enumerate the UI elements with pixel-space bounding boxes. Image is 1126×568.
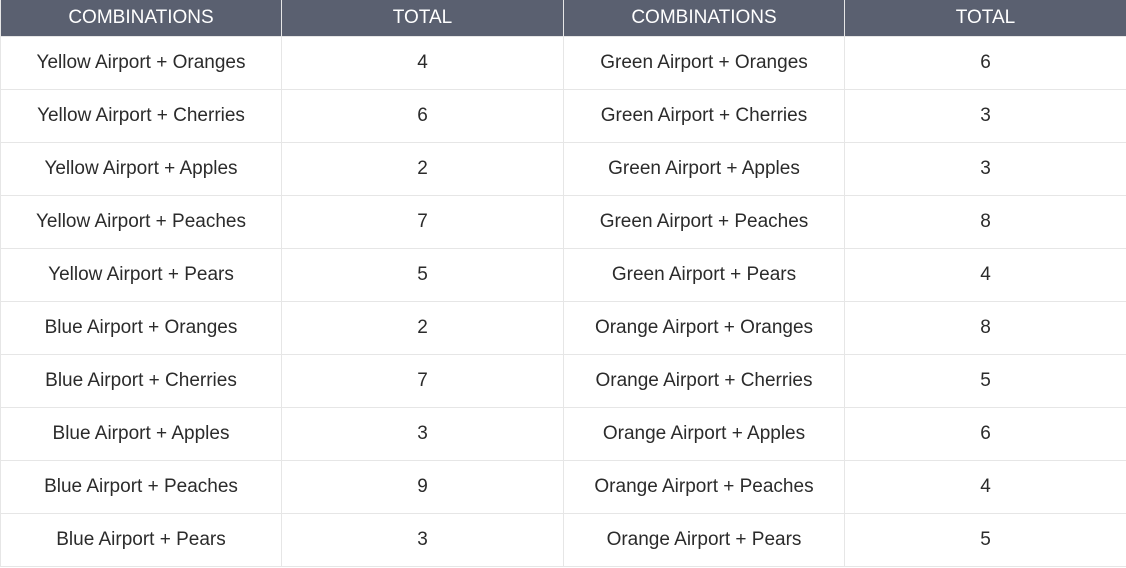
header-combinations-right: COMBINATIONS <box>563 0 845 37</box>
combination-cell: Green Airport + Apples <box>563 142 845 196</box>
header-row: COMBINATIONS TOTAL COMBINATIONS TOTAL <box>0 0 1126 37</box>
total-cell: 2 <box>281 142 564 196</box>
combination-cell: Blue Airport + Pears <box>0 513 282 567</box>
table-row: Blue Airport + Apples 3 Orange Airport +… <box>0 407 1126 461</box>
combination-cell: Orange Airport + Pears <box>563 513 845 567</box>
combination-cell: Green Airport + Peaches <box>563 195 845 249</box>
header-total-left: TOTAL <box>281 0 564 37</box>
combination-cell: Green Airport + Cherries <box>563 89 845 143</box>
total-cell: 3 <box>281 407 564 461</box>
combination-cell: Green Airport + Pears <box>563 248 845 302</box>
table-row: Blue Airport + Oranges 2 Orange Airport … <box>0 301 1126 355</box>
total-cell: 3 <box>844 142 1126 196</box>
header-total-right: TOTAL <box>844 0 1126 37</box>
table-row: Yellow Airport + Apples 2 Green Airport … <box>0 142 1126 196</box>
total-cell: 3 <box>844 89 1126 143</box>
table-row: Yellow Airport + Peaches 7 Green Airport… <box>0 195 1126 249</box>
combination-cell: Yellow Airport + Pears <box>0 248 282 302</box>
combination-cell: Blue Airport + Peaches <box>0 460 282 514</box>
total-cell: 6 <box>281 89 564 143</box>
table-row: Blue Airport + Peaches 9 Orange Airport … <box>0 460 1126 514</box>
table-body: Yellow Airport + Oranges 4 Green Airport… <box>0 36 1126 567</box>
combination-cell: Yellow Airport + Cherries <box>0 89 282 143</box>
total-cell: 8 <box>844 195 1126 249</box>
combination-cell: Orange Airport + Apples <box>563 407 845 461</box>
combination-cell: Yellow Airport + Apples <box>0 142 282 196</box>
table-row: Blue Airport + Pears 3 Orange Airport + … <box>0 513 1126 567</box>
table-row: Yellow Airport + Oranges 4 Green Airport… <box>0 36 1126 90</box>
combination-cell: Blue Airport + Cherries <box>0 354 282 408</box>
combination-cell: Blue Airport + Apples <box>0 407 282 461</box>
total-cell: 8 <box>844 301 1126 355</box>
total-cell: 5 <box>844 513 1126 567</box>
combination-cell: Blue Airport + Oranges <box>0 301 282 355</box>
total-cell: 4 <box>844 460 1126 514</box>
table-row: Blue Airport + Cherries 7 Orange Airport… <box>0 354 1126 408</box>
total-cell: 5 <box>281 248 564 302</box>
combination-cell: Yellow Airport + Oranges <box>0 36 282 90</box>
total-cell: 2 <box>281 301 564 355</box>
combination-cell: Orange Airport + Oranges <box>563 301 845 355</box>
total-cell: 3 <box>281 513 564 567</box>
table-row: Yellow Airport + Cherries 6 Green Airpor… <box>0 89 1126 143</box>
total-cell: 7 <box>281 354 564 408</box>
total-cell: 6 <box>844 407 1126 461</box>
total-cell: 7 <box>281 195 564 249</box>
total-cell: 4 <box>281 36 564 90</box>
total-cell: 6 <box>844 36 1126 90</box>
combination-cell: Orange Airport + Peaches <box>563 460 845 514</box>
header-combinations-left: COMBINATIONS <box>0 0 282 37</box>
combination-cell: Yellow Airport + Peaches <box>0 195 282 249</box>
total-cell: 9 <box>281 460 564 514</box>
combination-cell: Orange Airport + Cherries <box>563 354 845 408</box>
total-cell: 4 <box>844 248 1126 302</box>
combination-cell: Green Airport + Oranges <box>563 36 845 90</box>
table-header: COMBINATIONS TOTAL COMBINATIONS TOTAL <box>0 0 1126 37</box>
total-cell: 5 <box>844 354 1126 408</box>
table-row: Yellow Airport + Pears 5 Green Airport +… <box>0 248 1126 302</box>
